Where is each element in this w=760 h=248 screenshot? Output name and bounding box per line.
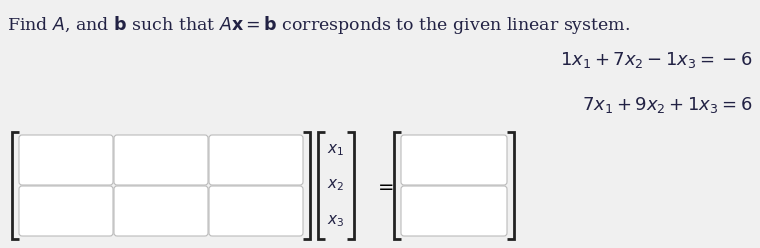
FancyBboxPatch shape (401, 135, 507, 185)
Text: $x_1$: $x_1$ (328, 142, 344, 158)
FancyBboxPatch shape (209, 135, 303, 185)
Text: Find $A$, and $\mathbf{b}$ such that $A\mathbf{x} = \mathbf{b}$ corresponds to t: Find $A$, and $\mathbf{b}$ such that $A\… (7, 14, 630, 36)
FancyBboxPatch shape (401, 186, 507, 236)
Text: $x_2$: $x_2$ (328, 178, 344, 193)
FancyBboxPatch shape (114, 135, 208, 185)
FancyBboxPatch shape (209, 186, 303, 236)
Text: $x_3$: $x_3$ (328, 213, 344, 229)
Text: $1x_1 + 7x_2 - 1x_3 = -6$: $1x_1 + 7x_2 - 1x_3 = -6$ (559, 50, 752, 70)
Text: $7x_1 + 9x_2 + 1x_3 = 6$: $7x_1 + 9x_2 + 1x_3 = 6$ (581, 95, 752, 115)
FancyBboxPatch shape (19, 135, 113, 185)
Text: $=$: $=$ (374, 177, 394, 194)
FancyBboxPatch shape (114, 186, 208, 236)
FancyBboxPatch shape (19, 186, 113, 236)
